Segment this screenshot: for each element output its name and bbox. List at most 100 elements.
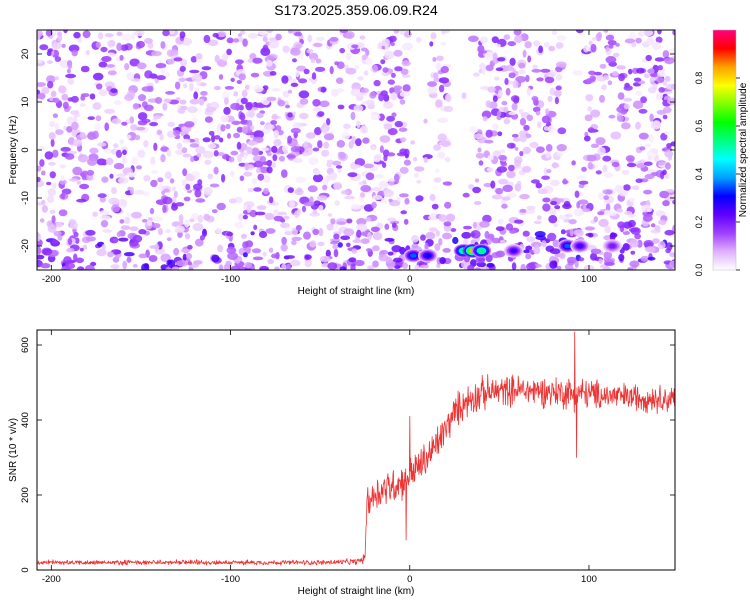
spectrogram-cell: [199, 98, 205, 106]
spectrogram-cell: [199, 234, 205, 241]
snr-x-ticks: -200 -100 0 100: [42, 330, 597, 585]
spectrogram-cell: [360, 192, 366, 198]
spectrogram-cell: [649, 113, 654, 122]
spectrogram-cell: [131, 211, 142, 219]
spectrogram-cell: [165, 71, 171, 78]
spectrogram-cell: [591, 37, 597, 41]
colorbar-frame: [712, 29, 737, 271]
spectrogram-cell: [634, 233, 641, 240]
spectrogram-cell: [100, 46, 108, 53]
spectrogram-cell: [498, 154, 507, 161]
spectrogram-cell: [234, 59, 244, 65]
spectrogram-cell: [484, 51, 495, 61]
spectrogram-cell: [278, 155, 285, 162]
spectrogram-cell: [71, 49, 78, 57]
colorbar-ticks: 0.0 0.2 0.4 0.6 0.8: [694, 72, 740, 276]
spectrogram-cell: [597, 211, 605, 216]
spectrogram-cell: [585, 78, 596, 83]
spectrogram-cell: [285, 104, 290, 109]
spectrogram-cell: [332, 160, 342, 166]
spectrogram-cell: [652, 238, 660, 244]
spectrogram-cell: [360, 238, 370, 245]
spectrogram-x-tick-label: 0: [407, 274, 412, 285]
spectrogram-cell: [272, 209, 279, 218]
spectrogram-cell: [461, 231, 472, 239]
spectrogram-cell: [237, 266, 248, 270]
spectrogram-cell: [554, 96, 560, 105]
spectrogram-cell: [162, 102, 168, 111]
spectrogram-cell: [415, 195, 424, 202]
spectrogram-cell: [402, 42, 413, 51]
spectrogram-cell: [316, 36, 325, 42]
spectrogram-cell: [293, 41, 303, 50]
spectrogram-cell: [100, 220, 109, 228]
spectrogram-cell: [474, 178, 480, 183]
spectrogram-cell: [55, 221, 63, 228]
spectrogram-cell: [590, 43, 597, 53]
spectrogram-cell: [74, 237, 80, 244]
spectrogram-cell: [307, 34, 313, 43]
spectrogram-cell: [492, 52, 498, 60]
spectrogram-cell: [233, 91, 239, 97]
spectrogram-cell: [625, 155, 635, 162]
spectrogram-cell: [253, 224, 258, 230]
spectrogram-cell: [399, 99, 406, 105]
spectrogram-cell: [664, 75, 671, 82]
spectrogram-cell: [427, 86, 438, 95]
spectrogram-cell: [262, 251, 267, 257]
spectrogram-cell: [578, 180, 589, 185]
spectrogram-cell: [169, 49, 179, 57]
spectrogram-cell: [607, 80, 613, 86]
spectrogram-cell: [265, 30, 274, 34]
spectrogram-cell: [287, 135, 292, 144]
spectrogram-cell: [334, 61, 340, 66]
spectrogram-cell: [581, 166, 587, 172]
spectrogram-cell: [504, 77, 509, 86]
spectrogram-cell: [503, 118, 511, 125]
spectrogram-cell: [400, 68, 409, 75]
spectrogram-cell: [603, 30, 609, 33]
spectrogram-cell: [109, 40, 116, 47]
spectrogram-cell: [411, 235, 419, 243]
spectrogram-cell: [387, 251, 394, 256]
spectrogram-cell: [462, 192, 470, 198]
spectrogram-cell: [205, 106, 217, 113]
spectrogram-cell: [486, 167, 494, 172]
spectrogram-cell: [380, 90, 388, 96]
spectrogram-cell: [97, 193, 107, 198]
spectrogram-cell: [402, 262, 409, 269]
spectrogram-cell: [631, 42, 637, 48]
spectrogram-cell: [545, 108, 550, 115]
spectrogram-cell: [183, 196, 191, 202]
spectrogram-cell: [356, 223, 367, 232]
spectrogram-cell: [326, 223, 334, 231]
spectrogram-cell: [485, 100, 491, 108]
spectrogram-cell: [238, 73, 246, 81]
spectrogram-cell: [241, 125, 249, 134]
spectrogram-cell: [352, 239, 363, 244]
spectrogram-cell: [45, 30, 53, 37]
spectrogram-cell: [657, 65, 663, 71]
spectrogram-cell: [329, 171, 337, 181]
spectrogram-cell: [47, 80, 54, 89]
spectrogram-cell: [270, 120, 277, 125]
spectrogram-cell: [51, 239, 59, 244]
spectrogram-cell: [46, 75, 56, 83]
spectrogram-cell: [356, 229, 362, 238]
spectrogram-cell: [540, 68, 551, 73]
spectrogram-cell: [253, 160, 264, 168]
spectrogram-cell: [585, 94, 594, 102]
spectrogram-cell: [166, 237, 172, 242]
spectrogram-cell: [290, 127, 301, 134]
spectrogram-cell: [440, 41, 447, 46]
spectrogram-cell: [218, 137, 224, 143]
spectrogram-cell: [310, 58, 316, 64]
spectrogram-cell: [258, 230, 268, 239]
spectrogram-cell: [362, 180, 367, 185]
spectrogram-cell: [357, 42, 365, 49]
spectrogram-cell: [334, 200, 340, 206]
spectrogram-cell: [414, 264, 420, 270]
spectrogram-cell: [265, 228, 276, 234]
spectrogram-cell: [257, 30, 267, 36]
